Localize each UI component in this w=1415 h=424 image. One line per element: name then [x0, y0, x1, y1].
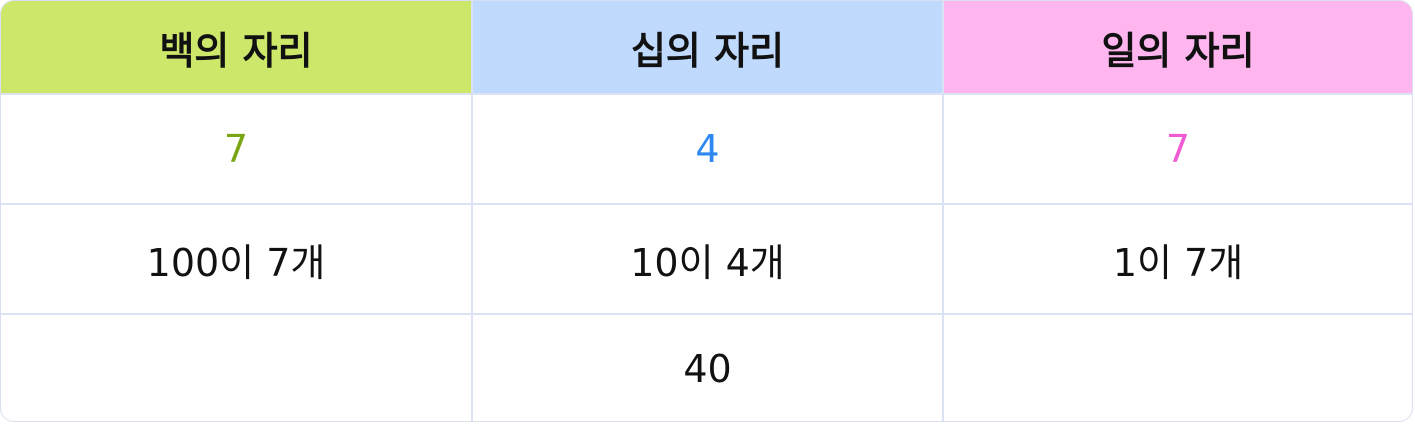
value-hundreds: [1, 313, 472, 421]
count-row: 100이 7개 10이 4개 1이 7개: [1, 203, 1412, 314]
value-ones: [942, 313, 1412, 421]
value-row: 40: [1, 313, 1412, 421]
count-tens: 10이 4개: [471, 203, 943, 314]
header-hundreds: 백의 자리: [1, 1, 472, 94]
digit-row: 7 4 7: [1, 93, 1412, 204]
digit-hundreds: 7: [1, 93, 472, 204]
header-ones: 일의 자리: [942, 1, 1412, 94]
header-row: 백의 자리 십의 자리 일의 자리: [1, 1, 1412, 94]
header-tens: 십의 자리: [471, 1, 943, 94]
count-ones: 1이 7개: [942, 203, 1412, 314]
value-tens: 40: [471, 313, 943, 421]
digit-tens: 4: [471, 93, 943, 204]
digit-ones: 7: [942, 93, 1412, 204]
count-hundreds: 100이 7개: [1, 203, 472, 314]
